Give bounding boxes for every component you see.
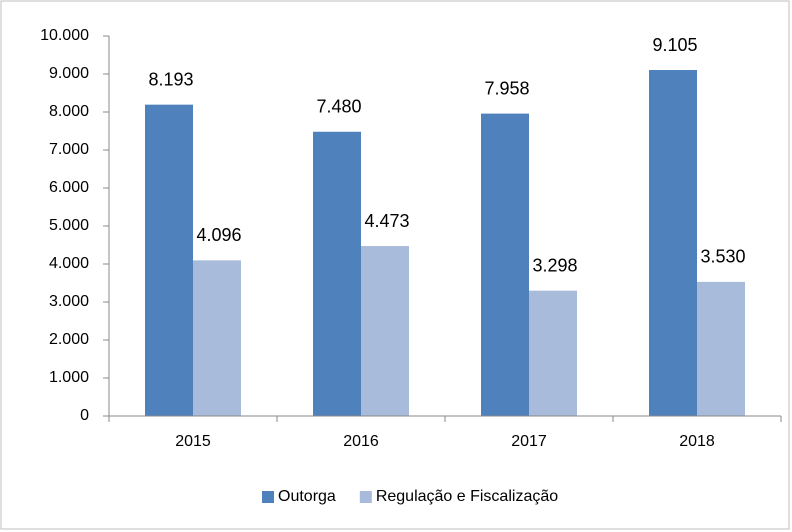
y-tick-label: 0 xyxy=(80,407,89,424)
data-label: 8.193 xyxy=(148,69,193,89)
y-tick-label: 1.000 xyxy=(49,369,89,386)
y-tick-label: 5.000 xyxy=(49,217,89,234)
bar xyxy=(193,260,241,416)
bar xyxy=(697,281,745,416)
y-tick-label: 8.000 xyxy=(49,103,89,120)
y-tick-label: 6.000 xyxy=(49,179,89,196)
y-tick-label: 10.000 xyxy=(40,27,89,44)
data-label: 4.096 xyxy=(196,225,241,245)
x-tick-label: 2017 xyxy=(511,433,547,450)
data-label: 3.530 xyxy=(700,247,745,267)
bar xyxy=(145,104,193,416)
data-label: 7.958 xyxy=(484,78,529,98)
bar xyxy=(481,113,529,416)
y-tick-label: 7.000 xyxy=(49,141,89,158)
legend-swatch xyxy=(262,491,274,503)
data-label: 3.298 xyxy=(532,255,577,275)
y-tick-label: 2.000 xyxy=(49,331,89,348)
legend-label: Regulação e Fiscalização xyxy=(376,488,558,505)
data-label: 4.473 xyxy=(364,211,409,231)
y-tick-label: 9.000 xyxy=(49,65,89,82)
x-tick-label: 2016 xyxy=(343,433,379,450)
y-tick-label: 3.000 xyxy=(49,293,89,310)
bar xyxy=(529,290,577,416)
bar xyxy=(649,70,697,416)
x-tick-label: 2018 xyxy=(679,433,715,450)
x-tick-label: 2015 xyxy=(175,433,211,450)
data-label: 9.105 xyxy=(652,35,697,55)
bar xyxy=(313,131,361,416)
bar xyxy=(361,246,409,416)
y-tick-label: 4.000 xyxy=(49,255,89,272)
data-label: 7.480 xyxy=(316,97,361,117)
legend-label: Outorga xyxy=(278,488,336,505)
legend-swatch xyxy=(359,491,372,503)
